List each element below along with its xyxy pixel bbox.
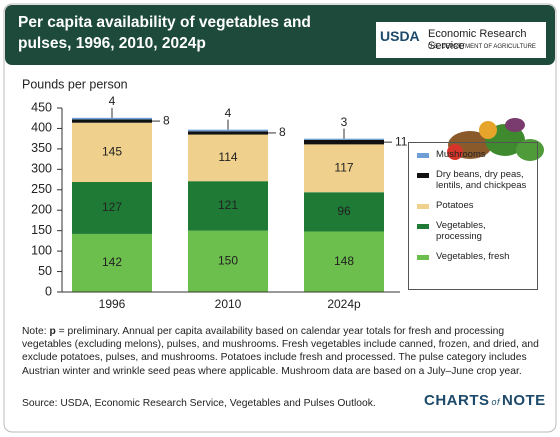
y-tick-label: 350 bbox=[31, 141, 52, 155]
bar-segment bbox=[188, 181, 268, 231]
legend-swatch bbox=[417, 224, 429, 229]
data-label: 127 bbox=[102, 200, 122, 214]
brand-text: CHARTS bbox=[424, 392, 490, 409]
bar-segment bbox=[188, 134, 268, 182]
x-tick-label: 2024p bbox=[327, 297, 361, 311]
legend-label: Vegetables, fresh bbox=[436, 251, 510, 262]
legend-item: Mushrooms bbox=[415, 149, 531, 160]
bar-segment bbox=[188, 230, 268, 292]
data-label: 8 bbox=[163, 113, 170, 127]
data-label: 148 bbox=[334, 254, 354, 268]
legend-label: Potatoes bbox=[436, 200, 474, 211]
data-label: 96 bbox=[337, 204, 351, 218]
legend-item: Vegetables, fresh bbox=[415, 251, 531, 262]
data-label: 4 bbox=[225, 106, 232, 120]
y-tick-label: 150 bbox=[31, 223, 52, 237]
brand-text: of bbox=[491, 397, 501, 407]
bar-segment bbox=[304, 192, 384, 232]
logo-mark: USDA bbox=[380, 28, 420, 44]
data-label: 150 bbox=[218, 254, 238, 268]
data-label: 8 bbox=[279, 125, 286, 139]
bar-segment bbox=[304, 139, 384, 145]
y-tick-label: 50 bbox=[38, 264, 52, 278]
legend-label: Dry beans, dry peas, lentils, and chickp… bbox=[436, 169, 527, 191]
logo: USDA Economic Research Service U.S. DEPA… bbox=[376, 22, 546, 58]
vegetable-art bbox=[447, 118, 544, 161]
note: Note: p = preliminary. Annual per capita… bbox=[22, 325, 542, 378]
bar-segment bbox=[188, 131, 268, 135]
source: Source: USDA, Economic Research Service,… bbox=[22, 398, 376, 409]
legend-swatch bbox=[417, 204, 429, 209]
bar-segment bbox=[72, 119, 152, 123]
bar-segment bbox=[72, 182, 152, 234]
x-tick-label: 1996 bbox=[99, 297, 126, 311]
y-tick-label: 200 bbox=[31, 203, 52, 217]
logo-agency: Economic Research Service bbox=[428, 28, 527, 52]
brand-logo: CHARTS of NOTE bbox=[424, 392, 546, 409]
data-label: 3 bbox=[341, 115, 348, 129]
logo-department: U.S. DEPARTMENT OF AGRICULTURE bbox=[428, 44, 536, 50]
x-tick-label: 2010 bbox=[215, 297, 242, 311]
data-label: 114 bbox=[218, 150, 237, 164]
bar-segment bbox=[304, 231, 384, 292]
data-label: 11 bbox=[395, 134, 408, 148]
y-tick-label: 0 bbox=[45, 284, 52, 298]
data-label: 142 bbox=[102, 255, 122, 269]
legend-swatch bbox=[417, 255, 429, 260]
note-text: p bbox=[49, 326, 56, 337]
bar-segment bbox=[188, 129, 268, 132]
bar-segment bbox=[72, 233, 152, 292]
legend-item: Dry beans, dry peas, lentils, and chickp… bbox=[415, 169, 531, 191]
y-tick-label: 450 bbox=[31, 100, 52, 114]
legend-label: Vegetables, processing bbox=[436, 220, 486, 242]
legend-item: Potatoes bbox=[415, 200, 531, 211]
y-axis-label: Pounds per person bbox=[22, 77, 128, 91]
legend: Mushrooms Dry beans, dry peas, lentils, a… bbox=[408, 142, 538, 290]
bar-segment bbox=[72, 117, 152, 120]
note-text: = preliminary. Annual per capita availab… bbox=[22, 326, 539, 377]
legend-swatch bbox=[417, 173, 429, 178]
legend-swatch bbox=[417, 153, 429, 158]
data-label: 121 bbox=[218, 198, 238, 212]
data-label: 4 bbox=[109, 94, 116, 108]
brand-text: NOTE bbox=[502, 392, 546, 409]
y-tick-label: 400 bbox=[31, 121, 52, 135]
chart-title: Per capita availability of vegetables an… bbox=[18, 14, 311, 52]
y-tick-label: 100 bbox=[31, 243, 52, 257]
legend-label: Mushrooms bbox=[436, 149, 486, 160]
bar-segment bbox=[304, 144, 384, 193]
card-border bbox=[3, 3, 557, 433]
bar-segment bbox=[72, 122, 152, 183]
y-tick-label: 300 bbox=[31, 162, 52, 176]
data-label: 145 bbox=[102, 145, 122, 159]
data-label: 117 bbox=[334, 160, 353, 174]
y-tick-label: 250 bbox=[31, 182, 52, 196]
bar-segment bbox=[304, 138, 384, 140]
note-text: Note: bbox=[22, 326, 50, 337]
legend-item: Vegetables, processing bbox=[415, 220, 531, 242]
